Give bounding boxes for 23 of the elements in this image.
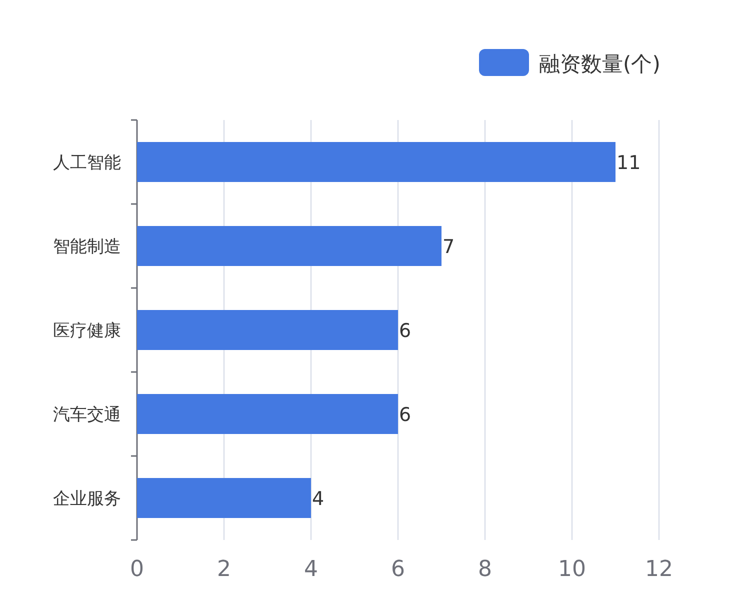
y-tick-label: 智能制造 <box>53 237 121 257</box>
y-tick-label: 企业服务 <box>53 489 121 509</box>
bar <box>137 142 616 182</box>
y-tick-label: 人工智能 <box>53 153 121 173</box>
x-tick-label: 10 <box>558 557 586 582</box>
y-tick-label: 汽车交通 <box>53 405 121 425</box>
bar <box>137 394 398 434</box>
x-tick-label: 12 <box>645 557 673 582</box>
data-label: 7 <box>442 236 455 258</box>
data-label: 4 <box>312 488 324 510</box>
x-tick-label: 0 <box>130 557 144 582</box>
bar <box>137 310 398 350</box>
x-tick-label: 4 <box>304 557 318 582</box>
data-label: 6 <box>399 320 412 342</box>
y-tick-label: 医疗健康 <box>53 321 121 341</box>
data-label: 6 <box>399 404 412 426</box>
x-tick-label: 6 <box>391 557 405 582</box>
bar <box>137 478 311 518</box>
legend-label: 融资数量(个) <box>539 52 660 76</box>
x-tick-label: 2 <box>217 557 231 582</box>
x-tick-label: 8 <box>478 557 492 582</box>
data-label: 11 <box>616 152 641 174</box>
bar <box>137 226 442 266</box>
